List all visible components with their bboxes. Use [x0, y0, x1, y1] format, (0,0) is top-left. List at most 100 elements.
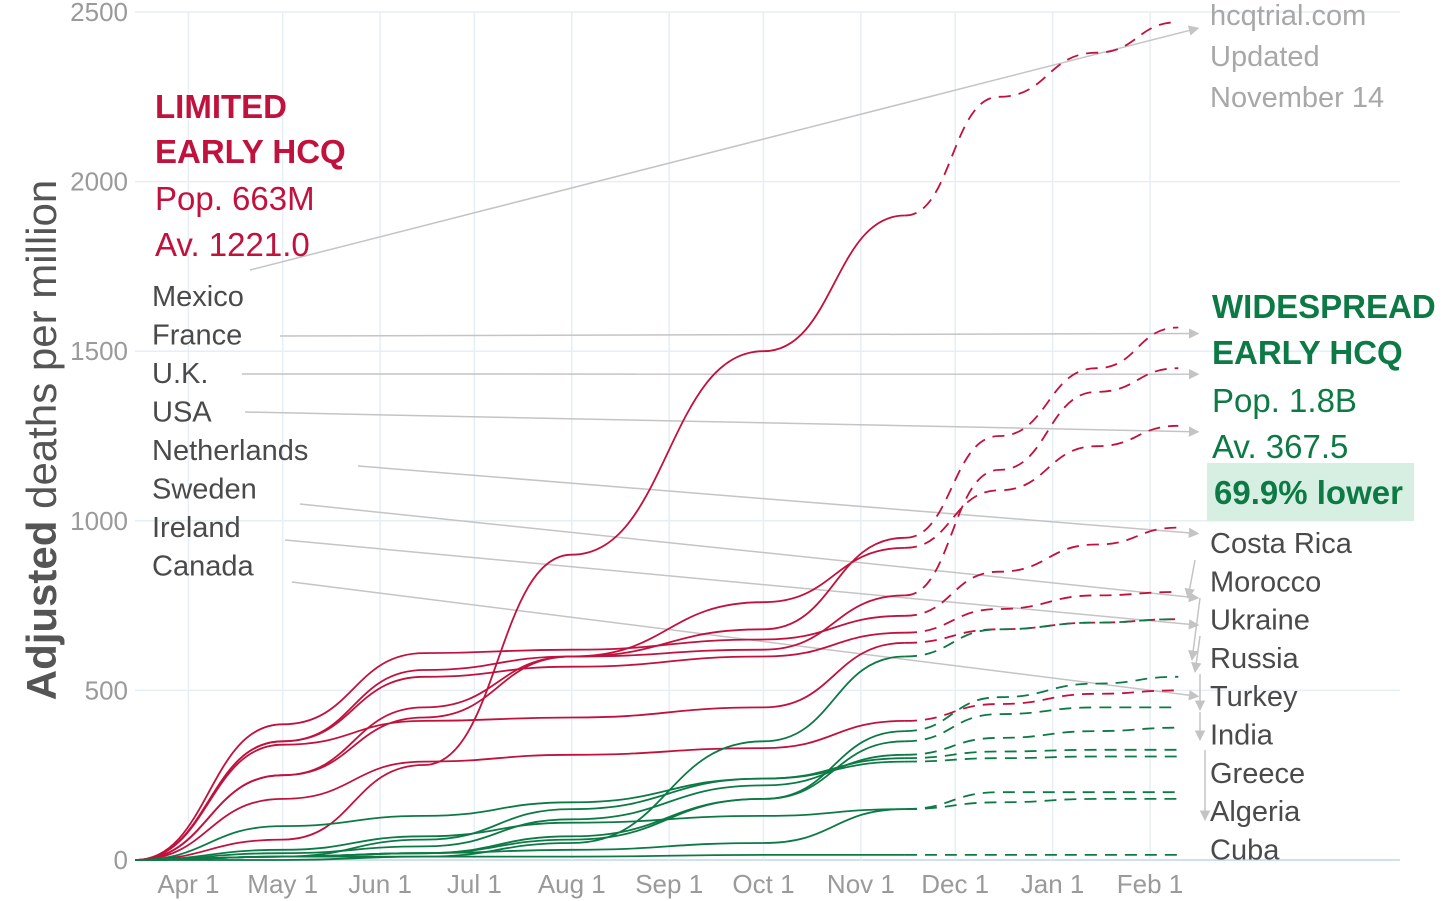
limited-average: Av. 1221.0: [155, 226, 310, 263]
leader-arrow: [1188, 597, 1201, 662]
series-mexico: [134, 21, 1179, 861]
limited-heading-line-2: EARLY HCQ: [155, 133, 346, 170]
limited-country-label: Mexico: [152, 281, 244, 313]
x-axis: Apr 1 May 1 Jun 1 Jul 1 Aug 1 Sep 1 Oct 1 Nov 1…: [157, 869, 1183, 899]
series-sweden: [134, 591, 1179, 861]
widespread-average: Av. 367.5: [1212, 428, 1348, 465]
series-line-dashed: [904, 706, 1179, 743]
series-line-solid: [134, 808, 905, 861]
series-line-dashed: [904, 791, 1179, 810]
limited-country-label: Ireland: [152, 512, 241, 544]
series-morocco: [134, 675, 1179, 861]
leader-arrow: [284, 539, 1200, 630]
widespread-country-label: Costa Rica: [1210, 528, 1353, 560]
series-india: [134, 748, 1179, 861]
leader-arrow: [279, 328, 1200, 339]
series-line-solid: [134, 631, 905, 861]
source-date: November 14: [1210, 82, 1384, 114]
widespread-country-label: Turkey: [1210, 681, 1298, 713]
series-netherlands: [134, 526, 1179, 861]
series-lines: [134, 21, 1179, 861]
series-turkey: [134, 755, 1179, 861]
series-line-solid: [134, 547, 905, 861]
y-tick-label: 1500: [70, 336, 128, 366]
source-updated: Updated: [1210, 41, 1320, 73]
widespread-country-label: Cuba: [1210, 834, 1280, 866]
label-arrows: [241, 25, 1211, 822]
series-line-dashed: [904, 424, 1179, 549]
widespread-population: Pop. 1.8B: [1212, 382, 1357, 419]
series-line-solid: [134, 753, 905, 861]
series-line-dashed: [904, 689, 1179, 722]
y-tick-label: 2500: [70, 0, 128, 27]
x-tick-label: Jul 1: [447, 869, 502, 899]
series-line-solid: [134, 720, 905, 861]
y-tick-label: 2000: [70, 167, 128, 197]
series-line-solid: [134, 642, 905, 861]
y-tick-label: 0: [114, 845, 128, 875]
y-tick-label: 1000: [70, 506, 128, 536]
series-usa: [134, 424, 1179, 861]
limited-country-label: Sweden: [152, 474, 257, 506]
series-line-solid: [134, 740, 905, 861]
series-line-dashed: [904, 367, 1179, 597]
x-tick-label: Aug 1: [538, 869, 606, 899]
widespread-country-label: India: [1210, 720, 1274, 752]
leader-arrow: [249, 25, 1200, 271]
limited-country-labels: Mexico France U.K. USA Netherlands Sweden Irel…: [152, 281, 308, 583]
limited-population: Pop. 663M: [155, 180, 315, 217]
series-costa-rica: [135, 618, 1179, 861]
series-canada: [134, 689, 1179, 861]
y-axis: 0 500 1000 1500 2000 2500: [70, 0, 128, 875]
y-tick-label: 500: [85, 675, 128, 705]
x-tick-label: Sep 1: [635, 869, 703, 899]
widespread-highlight: [1207, 463, 1414, 521]
series-line-dashed: [904, 618, 1179, 644]
series-line-dashed: [904, 21, 1179, 217]
y-axis-label: Adjusted deaths per million: [18, 180, 65, 701]
widespread-country-label: Ukraine: [1210, 605, 1310, 637]
widespread-country-label: Algeria: [1210, 796, 1301, 828]
series-line-solid: [134, 853, 905, 861]
widespread-heading-line-1: WIDESPREAD: [1212, 288, 1436, 325]
series-ukraine: [134, 706, 1179, 861]
widespread-heading-line-2: EARLY HCQ: [1212, 334, 1403, 371]
widespread-country-label: Morocco: [1210, 566, 1321, 598]
leader-arrow: [357, 465, 1200, 539]
limited-country-label: USA: [152, 397, 212, 429]
leader-arrow: [1184, 559, 1196, 600]
source-note: hcqtrial.com Updated November 14: [1210, 0, 1384, 114]
series-algeria: [134, 797, 1179, 861]
widespread-lower-percent: 69.9% lower: [1214, 474, 1403, 511]
series-line-dashed: [904, 591, 1179, 634]
x-tick-label: Feb 1: [1117, 869, 1184, 899]
widespread-group-label: WIDESPREAD EARLY HCQ Pop. 1.8B Av. 367.5…: [1207, 288, 1436, 521]
x-tick-label: Nov 1: [827, 869, 895, 899]
series-line-dashed: [904, 748, 1179, 760]
source-site: hcqtrial.com: [1210, 0, 1366, 32]
limited-country-label: U.K.: [152, 358, 208, 390]
series-line-dashed: [904, 326, 1179, 539]
leader-arrow: [244, 411, 1200, 437]
x-tick-label: Jun 1: [348, 869, 412, 899]
limited-group-label: LIMITED EARLY HCQ Pop. 663M Av. 1221.0: [155, 88, 346, 263]
series-line-dashed: [904, 755, 1179, 763]
series-line-solid: [134, 594, 905, 861]
x-tick-label: May 1: [247, 869, 318, 899]
series-line-solid: [134, 757, 905, 861]
series-cuba: [134, 853, 1179, 861]
widespread-country-labels: Costa Rica Morocco Ukraine Russia Turkey Indi…: [1210, 528, 1353, 866]
series-france: [134, 326, 1179, 861]
limited-country-label: Netherlands: [152, 435, 308, 467]
leader-arrow: [1191, 635, 1202, 674]
series-line-dashed: [904, 797, 1179, 810]
limited-country-label: Canada: [152, 551, 254, 583]
series-line-solid: [134, 214, 905, 861]
x-tick-label: Apr 1: [157, 869, 219, 899]
series-line-solid: [134, 536, 905, 861]
series-line-solid: [135, 655, 905, 861]
leader-arrow: [299, 503, 1200, 603]
series-line-solid: [134, 614, 905, 861]
series-line-dashed: [904, 526, 1179, 617]
